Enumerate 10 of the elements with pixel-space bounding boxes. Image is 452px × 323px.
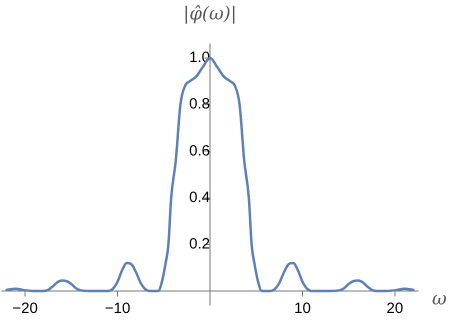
y-tick-label: 0.6	[189, 142, 210, 160]
x-tick-label: 10	[294, 300, 311, 318]
x-tick-label: 20	[386, 300, 404, 318]
y-tick-label: 0.4	[189, 188, 210, 206]
x-tick-label: −10	[104, 300, 130, 318]
y-tick-label: 0.8	[189, 96, 210, 113]
x-tick-label: −20	[12, 300, 38, 318]
y-tick-label: 0.2	[189, 236, 210, 253]
y-axis-title: |φ̂(ω)|	[183, 4, 237, 25]
x-axis-title: ω	[432, 288, 447, 310]
